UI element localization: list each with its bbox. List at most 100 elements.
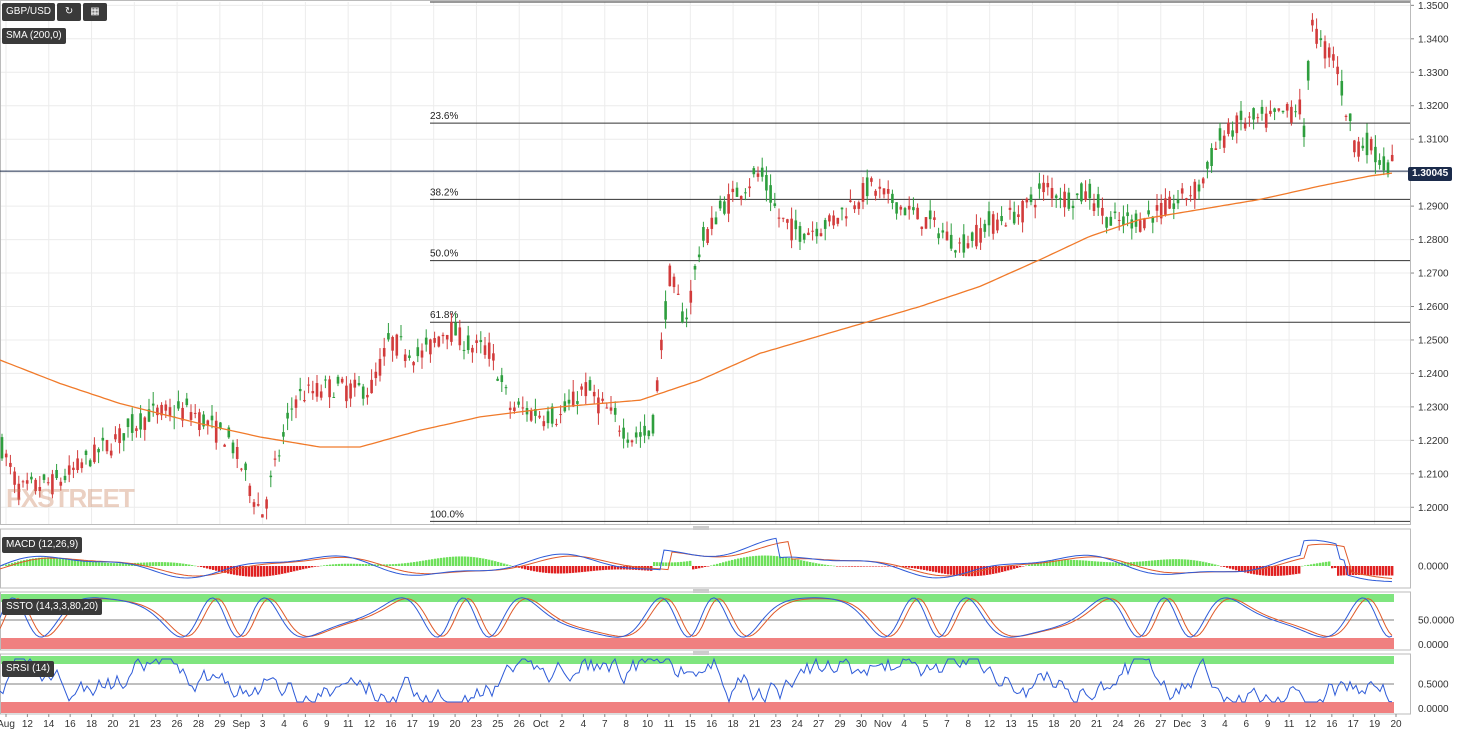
- candle-body: [647, 430, 651, 437]
- x-tick-label: 4: [281, 719, 287, 730]
- fxstreet-logo: FXSTREET: [6, 483, 135, 513]
- macd-histogram-bar: [770, 555, 773, 566]
- candle-body: [1218, 128, 1222, 141]
- candle-body: [1130, 219, 1134, 229]
- candle-body: [395, 334, 399, 356]
- macd-histogram-bar: [929, 566, 932, 572]
- macd-histogram-bar: [776, 556, 779, 566]
- candle-body: [151, 403, 155, 406]
- candle-body: [156, 407, 159, 416]
- macd-histogram-bar: [308, 566, 311, 568]
- candle-body: [319, 391, 323, 398]
- macd-histogram-bar: [809, 562, 812, 566]
- candle-body: [626, 439, 630, 443]
- candle-body: [882, 188, 886, 195]
- macd-histogram-bar: [1196, 560, 1199, 566]
- candle-body: [261, 514, 264, 518]
- fib-level-label: 23.6%: [430, 111, 458, 122]
- macd-histogram-bar: [959, 566, 962, 576]
- macd-histogram-bar: [434, 558, 437, 566]
- macd-histogram-bar: [905, 566, 908, 568]
- macd-histogram-bar: [755, 555, 758, 566]
- macd-histogram-bar: [1373, 566, 1376, 576]
- candle-body: [907, 205, 911, 210]
- macd-histogram-bar: [350, 563, 353, 566]
- candle-body: [1109, 216, 1113, 226]
- ssto-indicator-label[interactable]: SSTO (14,3,3,80,20): [2, 599, 103, 615]
- candle-body: [1071, 205, 1075, 209]
- candle-body: [752, 168, 756, 175]
- macd-histogram-bar: [1265, 566, 1268, 576]
- x-tick-label: 18: [728, 719, 740, 730]
- macd-histogram-bar: [605, 566, 608, 570]
- macd-histogram-bar: [758, 555, 761, 566]
- candle-body: [1042, 182, 1045, 193]
- macd-indicator-label[interactable]: MACD (12,26,9): [2, 537, 83, 553]
- macd-histogram-bar: [74, 559, 77, 566]
- macd-histogram-bar: [1217, 565, 1220, 566]
- candle-body: [655, 380, 659, 392]
- macd-histogram-bar: [410, 562, 413, 566]
- y-tick-label: 1.3100: [1418, 135, 1449, 146]
- candle-body: [420, 350, 424, 358]
- calendar-icon[interactable]: ▦: [83, 3, 108, 21]
- macd-histogram-bar: [1319, 562, 1322, 566]
- candle-body: [1256, 117, 1260, 119]
- macd-histogram-bar: [248, 566, 251, 577]
- macd-histogram-bar: [155, 562, 158, 566]
- candle-body: [219, 422, 222, 429]
- candle-body: [0, 437, 4, 459]
- macd-histogram-bar: [1061, 559, 1064, 566]
- x-tick-label: 12: [364, 719, 376, 730]
- macd-histogram-bar: [803, 560, 806, 566]
- candle-body: [1227, 122, 1230, 134]
- x-tick-label: 6: [1244, 719, 1250, 730]
- candle-body: [1206, 161, 1209, 169]
- candle-body: [542, 421, 546, 427]
- candle-body: [1004, 225, 1008, 227]
- candle-body: [1332, 54, 1335, 61]
- macd-histogram-bar: [1022, 566, 1025, 567]
- macd-histogram-bar: [1304, 565, 1307, 566]
- candle-body: [21, 481, 25, 483]
- macd-histogram-bar: [515, 566, 518, 567]
- candle-body: [571, 391, 575, 407]
- symbol-button[interactable]: GBP/USD: [2, 3, 56, 21]
- macd-histogram-bar: [206, 566, 209, 569]
- macd-histogram-bar: [746, 556, 749, 566]
- ssto-line: [0, 597, 1393, 638]
- candle-body: [605, 407, 609, 409]
- macd-histogram-bar: [1325, 561, 1328, 566]
- candle-body: [811, 230, 814, 232]
- macd-histogram-bar: [884, 566, 887, 567]
- macd-histogram-bar: [653, 562, 656, 566]
- candle-body: [1155, 205, 1159, 211]
- macd-histogram-bar: [1094, 561, 1097, 566]
- macd-histogram-bar: [1220, 566, 1223, 567]
- candle-body: [391, 337, 394, 351]
- candle-body: [609, 407, 613, 411]
- macd-histogram-bar: [326, 564, 329, 566]
- macd-histogram-bar: [278, 566, 281, 575]
- sma-indicator-label[interactable]: SMA (200,0): [2, 28, 66, 44]
- refresh-icon[interactable]: ↻: [57, 3, 82, 21]
- x-tick-label: 24: [1112, 719, 1124, 730]
- candle-body: [1369, 138, 1373, 151]
- candle-body: [1323, 41, 1327, 59]
- candle-body: [739, 195, 743, 200]
- candle-body: [819, 233, 823, 237]
- macd-histogram-bar: [47, 557, 50, 566]
- macd-histogram-bar: [1337, 566, 1340, 576]
- macd-histogram-bar: [641, 566, 644, 571]
- candle-body: [664, 301, 667, 320]
- candle-body: [836, 217, 840, 224]
- macd-histogram-bar: [842, 566, 845, 567]
- srsi-indicator-label[interactable]: SRSI (14): [2, 661, 54, 677]
- macd-histogram-bar: [1007, 566, 1010, 571]
- macd-histogram-bar: [719, 563, 722, 566]
- macd-histogram-bar: [1037, 562, 1040, 566]
- macd-histogram-bar: [242, 566, 245, 577]
- macd-histogram-bar: [839, 566, 842, 567]
